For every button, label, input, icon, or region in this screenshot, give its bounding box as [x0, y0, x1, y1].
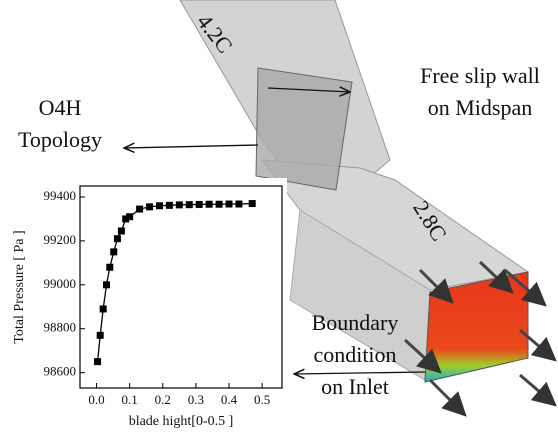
annotation: on Midspan	[428, 95, 533, 120]
x-tick-label: 0.5	[254, 392, 270, 407]
data-line	[96, 202, 253, 362]
data-marker	[205, 200, 213, 208]
callout-arrow	[124, 145, 259, 148]
data-marker	[175, 201, 183, 209]
data-marker	[165, 201, 173, 209]
flow-arrow	[519, 328, 557, 362]
y-tick-label: 99000	[44, 276, 77, 291]
flow-arrow	[418, 268, 454, 304]
callout-arrow	[294, 372, 426, 374]
flow-arrow	[478, 260, 514, 294]
inset-background	[6, 178, 287, 434]
plot-frame	[79, 185, 283, 389]
annotation: Boundary	[312, 310, 399, 335]
data-marker	[110, 248, 118, 256]
annotation: O4H	[39, 95, 82, 120]
annotation: condition	[313, 342, 396, 367]
data-marker	[235, 200, 243, 208]
y-tick-label: 98600	[44, 364, 77, 379]
data-marker	[155, 202, 163, 210]
data-marker	[185, 201, 193, 209]
data-marker	[106, 263, 114, 271]
data-marker	[96, 331, 104, 339]
data-marker	[113, 235, 121, 243]
data-marker	[136, 205, 144, 213]
flow-arrow	[504, 268, 547, 307]
flow-arrow	[403, 338, 442, 374]
x-tick-label: 0.1	[122, 392, 138, 407]
callouts	[124, 88, 426, 374]
blade	[255, 67, 353, 191]
data-marker	[94, 358, 102, 366]
y-tick-label: 99400	[44, 188, 77, 203]
inlet-arrows	[403, 260, 557, 417]
annotation: on Inlet	[321, 374, 389, 399]
data-marker	[117, 227, 125, 235]
callout-arrow	[267, 88, 350, 92]
y-tick-label: 98800	[44, 320, 77, 335]
flow-arrow	[428, 378, 467, 417]
y-axis-label: Total Pressure [ Pa ]	[12, 230, 27, 343]
annotation: Free slip wall	[420, 63, 540, 88]
data-marker	[122, 215, 130, 223]
x-tick-label: 0.4	[221, 392, 238, 407]
x-tick-label: 0.2	[155, 392, 171, 407]
y-tick-label: 99200	[44, 232, 77, 247]
x-tick-label: 0.0	[88, 392, 104, 407]
data-marker	[195, 200, 203, 208]
data-marker	[102, 281, 110, 289]
data-marker	[215, 200, 223, 208]
data-marker	[126, 213, 134, 221]
data-marker	[146, 203, 154, 211]
x-tick-label: 0.3	[188, 392, 204, 407]
x-axis-label: blade hight[0-0.5 ]	[129, 414, 234, 429]
data-marker	[99, 305, 107, 313]
annotation: Topology	[18, 127, 102, 152]
data-marker	[225, 200, 233, 208]
data-marker	[248, 200, 256, 208]
flow-arrow	[519, 373, 557, 407]
